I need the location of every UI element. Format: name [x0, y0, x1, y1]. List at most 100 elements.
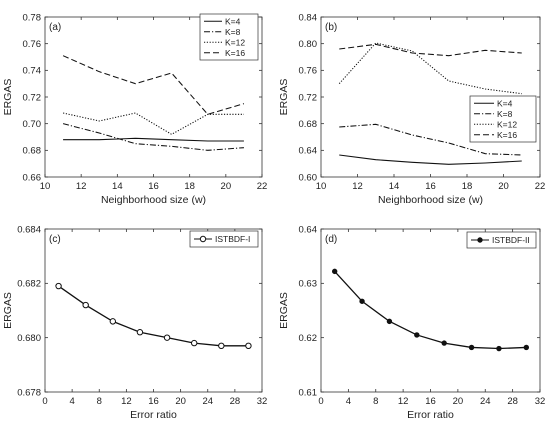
x-tick-label: 16 — [148, 181, 159, 192]
series-line — [339, 154, 522, 165]
y-axis-label: ERGAS — [278, 79, 290, 116]
x-tick-label: 12 — [121, 396, 132, 407]
x-tick-label: 18 — [184, 181, 195, 192]
x-tick-label: 4 — [69, 396, 74, 407]
x-axis-label: Error ratio — [407, 409, 454, 421]
y-tick-label: 0.72 — [23, 92, 42, 103]
chart-panel: 0.60 0.64 0.68 0.72 0.76 0.80 0.84 10 12 14 16 18 20… — [278, 12, 545, 206]
data-point — [163, 334, 171, 341]
x-tick-label: 20 — [175, 396, 186, 407]
data-point — [136, 329, 144, 336]
y-tick-label: 0.60 — [299, 172, 318, 183]
x-tick-label: 20 — [498, 181, 509, 192]
x-tick-label: 10 — [40, 181, 51, 192]
plot-frame — [44, 228, 263, 393]
data-point — [359, 298, 365, 304]
x-tick-label: 32 — [257, 396, 268, 407]
legend: ISTBDF-II — [466, 231, 537, 249]
y-tick-label: 0.678 — [17, 387, 41, 398]
series-line — [62, 55, 245, 115]
series-line — [63, 137, 244, 142]
data-point — [496, 345, 502, 352]
y-tick-label: 0.64 — [299, 224, 318, 235]
legend-label: ISTBDF-I — [215, 234, 250, 244]
y-axis-label: ERGAS — [2, 292, 14, 329]
legend-label: K=8 — [497, 109, 513, 119]
y-tick-label: 0.76 — [299, 66, 318, 77]
y-tick-label: 0.66 — [23, 172, 42, 183]
x-tick-label: 22 — [535, 181, 546, 192]
panel-label: (a) — [49, 22, 61, 33]
data-point — [245, 342, 252, 350]
y-tick-label: 0.78 — [23, 12, 42, 23]
legend-box — [466, 231, 537, 249]
y-tick-label: 0.72 — [299, 92, 318, 103]
panel-label: (b) — [325, 22, 337, 33]
data-point — [55, 282, 62, 290]
chart-panel: 0.678 0.680 0.682 0.684 0 4 8 12 16 20 24 28 32 Error… — [2, 224, 267, 421]
y-tick-label: 0.682 — [17, 279, 41, 290]
data-point — [523, 344, 530, 351]
x-tick-label: 28 — [230, 396, 241, 407]
legend: K=4K=8K=12K=16 — [199, 13, 259, 61]
y-tick-label: 0.74 — [23, 66, 42, 77]
y-tick-label: 0.70 — [23, 119, 42, 130]
legend-label: K=12 — [225, 37, 245, 47]
legend: ISTBDF-I — [189, 230, 259, 248]
legend-label: K=16 — [225, 48, 245, 58]
legend-label: K=12 — [497, 119, 517, 129]
y-tick-label: 0.61 — [299, 387, 318, 398]
y-tick-label: 0.684 — [17, 224, 41, 235]
series-line — [339, 43, 522, 57]
series-line — [339, 123, 522, 156]
x-tick-label: 28 — [507, 396, 518, 407]
y-tick-label: 0.80 — [299, 39, 318, 50]
x-tick-label: 20 — [453, 396, 464, 407]
x-tick-label: 10 — [316, 181, 327, 192]
data-point — [468, 344, 475, 351]
data-point — [414, 332, 420, 338]
legend-marker — [199, 235, 207, 243]
legend-label: ISTBDF-II — [492, 235, 530, 245]
series-line — [62, 123, 244, 151]
x-tick-label: 24 — [202, 396, 213, 407]
data-point — [82, 301, 89, 309]
x-tick-label: 18 — [462, 181, 473, 192]
series-line — [334, 270, 527, 350]
x-tick-label: 14 — [389, 181, 400, 192]
chart-panel: 0.61 0.62 0.63 0.64 0 4 8 12 16 20 24 28 32 Error rat… — [278, 224, 545, 421]
x-tick-label: 16 — [425, 396, 436, 407]
y-axis-label: ERGAS — [278, 292, 290, 329]
y-axis-label: ERGAS — [2, 79, 14, 116]
x-tick-label: 12 — [352, 181, 363, 192]
data-point — [331, 268, 338, 275]
x-tick-label: 14 — [112, 181, 123, 192]
legend-marker — [477, 237, 483, 243]
x-tick-label: 8 — [97, 396, 102, 407]
x-tick-label: 12 — [76, 181, 87, 192]
x-tick-label: 16 — [148, 396, 159, 407]
x-tick-label: 12 — [398, 396, 409, 407]
x-tick-label: 20 — [221, 181, 232, 192]
y-tick-label: 0.68 — [299, 119, 318, 130]
y-tick-label: 0.62 — [299, 333, 318, 344]
panel-label: (c) — [49, 234, 61, 245]
series-line — [338, 42, 522, 95]
y-tick-label: 0.84 — [299, 12, 318, 23]
data-point — [218, 342, 225, 350]
data-point — [386, 318, 393, 325]
x-tick-label: 24 — [480, 396, 491, 407]
x-axis-label: Neighborhood size (w) — [378, 194, 483, 206]
data-point — [441, 340, 447, 346]
y-tick-label: 0.63 — [299, 279, 318, 290]
x-tick-label: 0 — [318, 396, 323, 407]
panel-label: (d) — [325, 234, 337, 245]
legend-label: K=16 — [497, 130, 517, 140]
x-tick-label: 22 — [257, 181, 268, 192]
legend-label: K=8 — [225, 27, 241, 37]
y-tick-label: 0.64 — [299, 146, 318, 157]
series-line — [62, 112, 244, 135]
legend-label: K=4 — [497, 98, 513, 108]
chart-panel: 0.66 0.68 0.70 0.72 0.74 0.76 0.78 10 12 14 16 18 20… — [2, 12, 267, 206]
